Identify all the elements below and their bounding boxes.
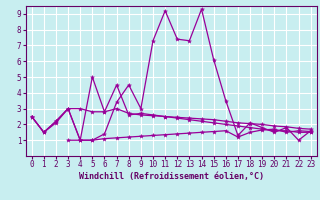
X-axis label: Windchill (Refroidissement éolien,°C): Windchill (Refroidissement éolien,°C) bbox=[79, 172, 264, 181]
